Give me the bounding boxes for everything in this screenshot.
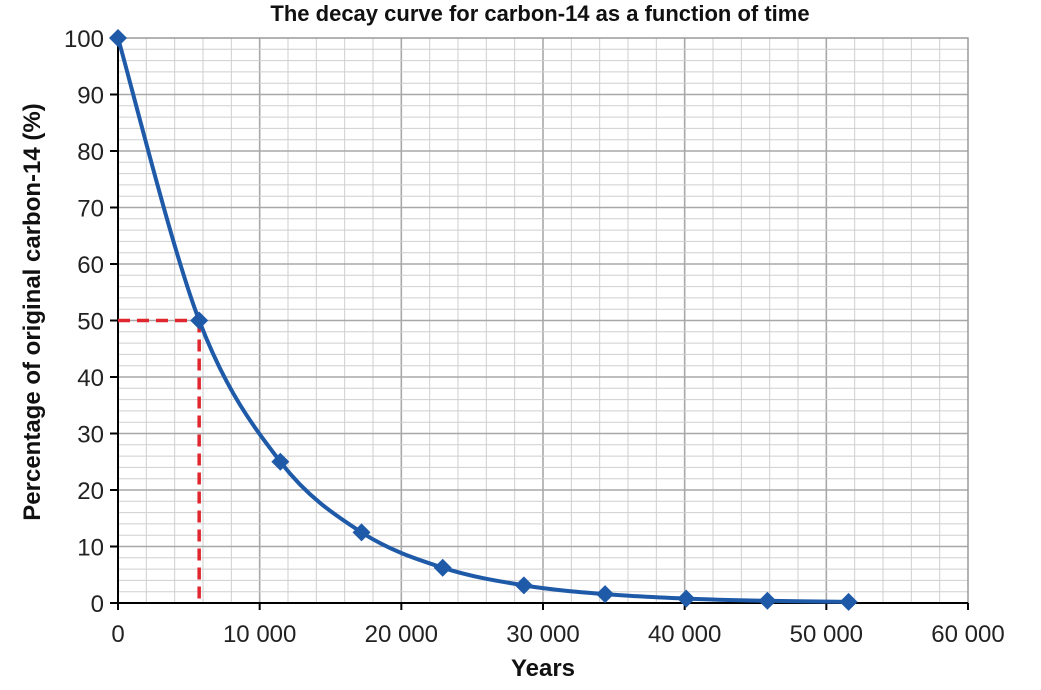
y-tick-label: 30 bbox=[77, 422, 104, 449]
chart-title: The decay curve for carbon-14 as a funct… bbox=[270, 1, 809, 26]
data-point-diamond bbox=[271, 452, 290, 471]
data-point-diamond bbox=[596, 585, 615, 604]
data-point-diamond bbox=[190, 311, 209, 330]
data-point-diamond bbox=[433, 558, 452, 577]
y-tick-label: 100 bbox=[64, 26, 104, 53]
y-tick-label: 0 bbox=[91, 591, 104, 618]
chart-grid bbox=[118, 38, 968, 603]
y-axis-title: Percentage of original carbon-14 (%) bbox=[19, 103, 46, 520]
x-tick-label: 30 000 bbox=[506, 621, 579, 648]
x-tick-label: 10 000 bbox=[223, 621, 296, 648]
x-axis-title: Years bbox=[511, 655, 575, 682]
data-point-diamond bbox=[839, 592, 858, 611]
y-tick-label: 40 bbox=[77, 365, 104, 392]
data-point-diamond bbox=[677, 589, 696, 608]
x-tick-label: 0 bbox=[111, 621, 124, 648]
y-tick-label: 50 bbox=[77, 309, 104, 336]
x-tick-label: 50 000 bbox=[790, 621, 863, 648]
y-tick-label: 80 bbox=[77, 139, 104, 166]
y-tick-label: 20 bbox=[77, 478, 104, 505]
data-point-diamond bbox=[352, 523, 371, 542]
data-point-diamond bbox=[514, 576, 533, 595]
y-tick-label: 10 bbox=[77, 535, 104, 562]
y-tick-label: 90 bbox=[77, 83, 104, 110]
half-life-marker bbox=[118, 318, 201, 603]
data-point-diamond bbox=[758, 591, 777, 610]
x-tick-label: 20 000 bbox=[365, 621, 438, 648]
data-point-diamond bbox=[109, 29, 127, 47]
decay-series bbox=[109, 29, 858, 611]
axis-ticks: 0 10 000 20 000 30 000 40 000 50 000 60 000 0 10… bbox=[64, 26, 1005, 648]
x-tick-label: 60 000 bbox=[931, 621, 1004, 648]
y-tick-label: 60 bbox=[77, 252, 104, 279]
y-tick-label: 70 bbox=[77, 196, 104, 223]
x-tick-label: 40 000 bbox=[648, 621, 721, 648]
